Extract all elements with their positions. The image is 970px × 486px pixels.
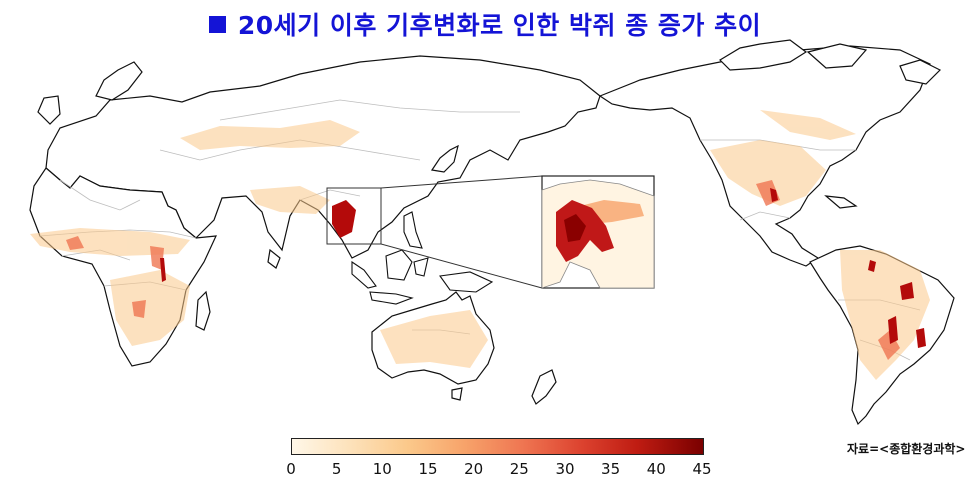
legend-tick-20: 20: [464, 460, 484, 478]
map-title-text: 20세기 이후 기후변화로 인한 박쥐 종 증가 추이: [237, 11, 762, 40]
legend-tick-45: 45: [692, 460, 712, 478]
legend-colorbar: [291, 438, 704, 455]
title-square-icon: [208, 16, 226, 33]
legend-tick-25: 25: [509, 460, 529, 478]
source-credit: 자료=<종합환경과학>: [847, 442, 966, 456]
map-title: 20세기 이후 기후변화로 인한 박쥐 종 증가 추이: [0, 6, 970, 42]
inset-source-box: [326, 187, 382, 245]
heat-hotspots: [160, 188, 926, 348]
inset-connector-bottom: [380, 243, 543, 289]
inset-heat-dark: [564, 214, 586, 242]
legend-tick-10: 10: [372, 460, 392, 478]
legend-tick-40: 40: [646, 460, 666, 478]
legend-tick-5: 5: [331, 460, 342, 478]
legend-tick-0: 0: [286, 460, 296, 478]
inset-connector-top: [380, 175, 543, 189]
heat-light: [30, 110, 930, 380]
legend-tick-15: 15: [418, 460, 438, 478]
inset-heat-hotspot: [556, 200, 614, 262]
legend-tick-35: 35: [601, 460, 621, 478]
maritime-asia: [351, 211, 494, 305]
legend-tick-30: 30: [555, 460, 575, 478]
inset-zoom: [326, 175, 655, 289]
